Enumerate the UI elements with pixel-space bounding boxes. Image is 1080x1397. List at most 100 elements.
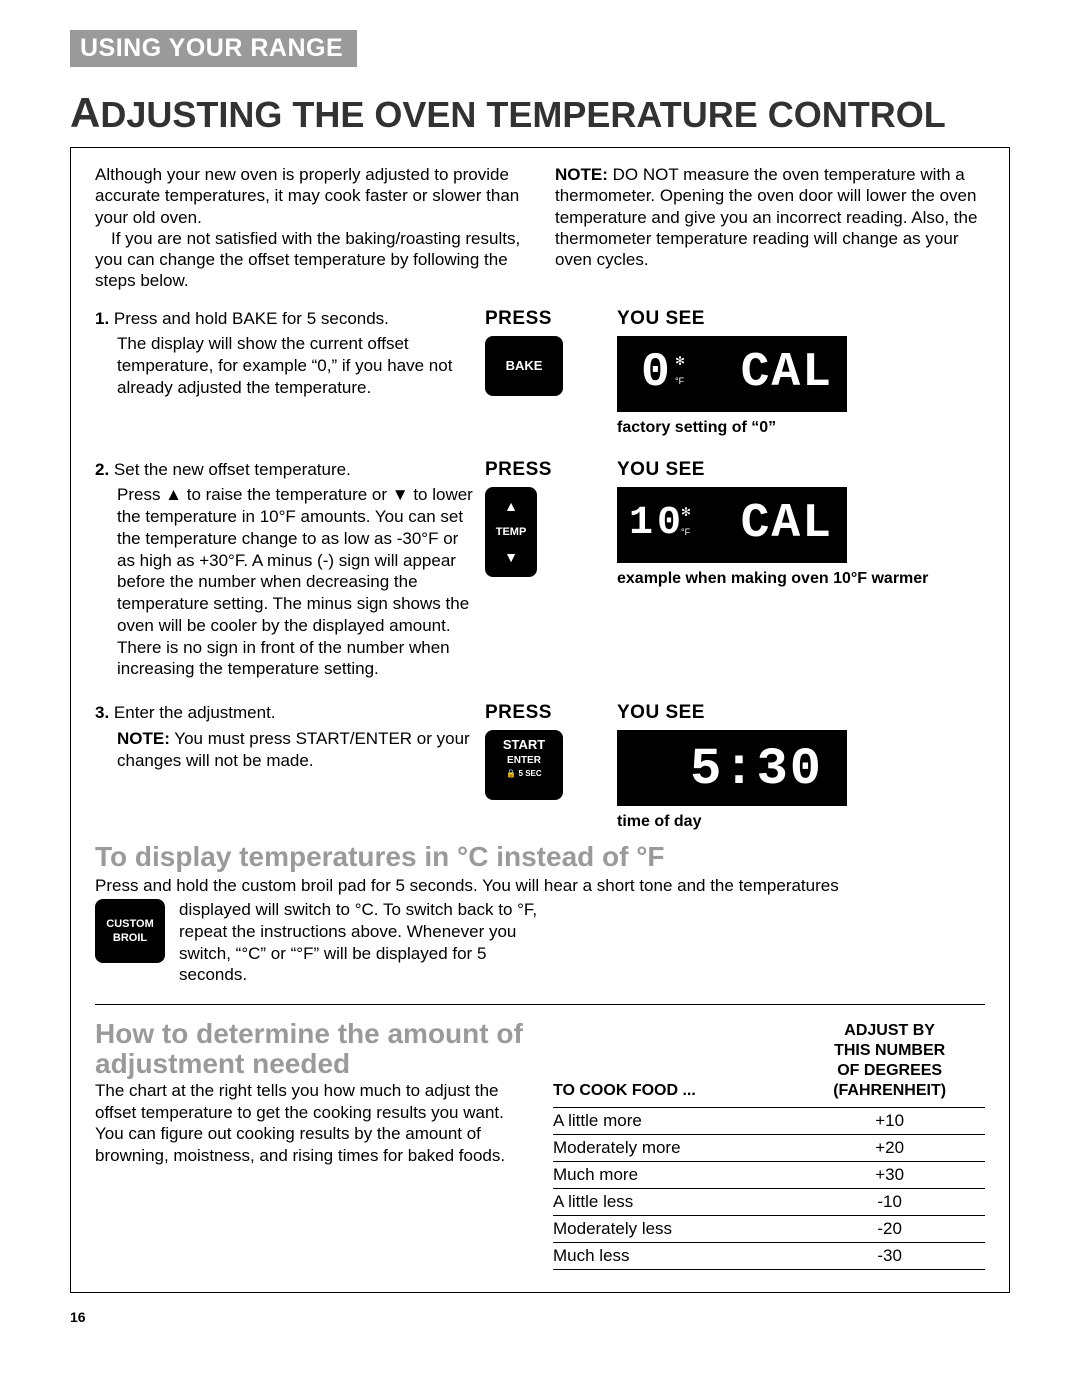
step-3-yousee: YOU SEE 5:30 time of day xyxy=(617,702,985,831)
title-rest: DJUSTING THE OVEN TEMPERATURE CONTROL xyxy=(100,94,945,135)
step-2-num: 2. xyxy=(95,460,109,479)
celsius-heading: To display temperatures in °C instead of… xyxy=(95,841,985,873)
temp-button[interactable]: ▲ TEMP ▼ xyxy=(485,487,537,577)
start-enter-button[interactable]: START ENTER 🔒 5 SEC xyxy=(485,730,563,800)
step-3: 3. Enter the adjustment. NOTE: You must … xyxy=(95,702,985,831)
table-cell-food: Much more xyxy=(553,1162,794,1189)
table-cell-degrees: -20 xyxy=(794,1216,985,1243)
table-header-row: TO COOK FOOD ... ADJUST BY THIS NUMBER O… xyxy=(553,1019,985,1108)
intro-left: Although your new oven is properly adjus… xyxy=(95,164,525,292)
table-row: Moderately less-20 xyxy=(553,1216,985,1243)
display-2-caption: example when making oven 10°F warmer xyxy=(617,569,985,588)
separator xyxy=(95,1004,985,1005)
intro-right: NOTE: DO NOT measure the oven temperatur… xyxy=(555,164,985,292)
step-1-num: 1. xyxy=(95,309,109,328)
display-3: 5:30 xyxy=(617,730,847,806)
intro-left-p2: If you are not satisfied with the baking… xyxy=(95,228,525,292)
adjust-section: How to determine the amount of adjustmen… xyxy=(95,1019,985,1270)
th-adjust-by: ADJUST BY THIS NUMBER OF DEGREES (FAHREN… xyxy=(794,1019,985,1108)
table-body: A little more+10Moderately more+20Much m… xyxy=(553,1108,985,1270)
table-row: Moderately more+20 xyxy=(553,1135,985,1162)
press-label-3: PRESS xyxy=(485,702,605,724)
display-1-caption: factory setting of “0” xyxy=(617,418,985,437)
content-box: Although your new oven is properly adjus… xyxy=(70,147,1010,1293)
step-3-note-bold: NOTE: xyxy=(117,729,170,748)
yousee-label-3: YOU SEE xyxy=(617,702,985,724)
display-1-right: CAL xyxy=(741,346,833,400)
star-icon-2: ✻ xyxy=(681,505,691,519)
step-2-press: PRESS ▲ TEMP ▼ xyxy=(485,459,605,681)
intro-note-bold: NOTE: xyxy=(555,165,608,184)
table-cell-food: Moderately more xyxy=(553,1135,794,1162)
table-row: A little more+10 xyxy=(553,1108,985,1135)
start-sub: 🔒 5 SEC xyxy=(485,769,563,780)
press-label: PRESS xyxy=(485,308,605,330)
enter-label: ENTER xyxy=(485,754,563,768)
table-row: Much less-30 xyxy=(553,1243,985,1270)
adjust-left: How to determine the amount of adjustmen… xyxy=(95,1019,527,1270)
table-cell-degrees: +10 xyxy=(794,1108,985,1135)
step-2-yousee: YOU SEE 10 ✻ °F CAL example when making … xyxy=(617,459,985,681)
press-label-2: PRESS xyxy=(485,459,605,481)
display-2: 10 ✻ °F CAL xyxy=(617,487,847,563)
step-3-body: NOTE: You must press START/ENTER or your… xyxy=(95,728,473,772)
th-cook-food: TO COOK FOOD ... xyxy=(553,1019,794,1108)
table-row: A little less-10 xyxy=(553,1189,985,1216)
step-2: 2. Set the new offset temperature. Press… xyxy=(95,459,985,681)
intro-columns: Although your new oven is properly adjus… xyxy=(95,164,985,292)
bake-button[interactable]: BAKE xyxy=(485,336,563,396)
display-1-deg: °F xyxy=(675,376,684,386)
adjustment-table: TO COOK FOOD ... ADJUST BY THIS NUMBER O… xyxy=(553,1019,985,1270)
step-2-text: 2. Set the new offset temperature. Press… xyxy=(95,459,473,681)
display-2-right: CAL xyxy=(741,497,833,551)
step-2-title: Set the new offset temperature. xyxy=(114,460,351,479)
yousee-label: YOU SEE xyxy=(617,308,985,330)
temp-down-icon: ▼ xyxy=(504,550,518,564)
display-3-caption: time of day xyxy=(617,812,985,831)
display-2-left: 10 xyxy=(629,501,685,546)
custom-broil-button[interactable]: CUSTOM BROIL xyxy=(95,899,165,963)
step-2-body: Press ▲ to raise the temperature or ▼ to… xyxy=(95,484,473,680)
start-5sec: 5 SEC xyxy=(519,769,542,778)
temp-button-label: TEMP xyxy=(496,526,527,538)
table-cell-food: A little more xyxy=(553,1108,794,1135)
broil-label: BROIL xyxy=(113,931,147,945)
step-1-text: 1. Press and hold BAKE for 5 seconds. Th… xyxy=(95,308,473,437)
intro-note-text: DO NOT measure the oven temperature with… xyxy=(555,165,977,269)
step-3-press: PRESS START ENTER 🔒 5 SEC xyxy=(485,702,605,831)
table-cell-degrees: -10 xyxy=(794,1189,985,1216)
star-icon: ✻ xyxy=(675,354,685,368)
celsius-block: Press and hold the custom broil pad for … xyxy=(95,875,985,986)
step-3-num: 3. xyxy=(95,703,109,722)
page-title: ADJUSTING THE OVEN TEMPERATURE CONTROL xyxy=(70,89,1010,137)
step-1-title: Press and hold BAKE for 5 seconds. xyxy=(114,309,389,328)
start-label: START xyxy=(485,736,563,754)
intro-left-p1: Although your new oven is properly adjus… xyxy=(95,164,525,228)
table-cell-degrees: +30 xyxy=(794,1162,985,1189)
step-3-title: Enter the adjustment. xyxy=(114,703,276,722)
step-1-press: PRESS BAKE xyxy=(485,308,605,437)
manual-page: USING YOUR RANGE ADJUSTING THE OVEN TEMP… xyxy=(0,0,1080,1355)
celsius-line1: Press and hold the custom broil pad for … xyxy=(95,875,985,897)
celsius-line2: displayed will switch to °C. To switch b… xyxy=(179,899,549,986)
table-row: Much more+30 xyxy=(553,1162,985,1189)
adjust-right: TO COOK FOOD ... ADJUST BY THIS NUMBER O… xyxy=(553,1019,985,1270)
adjust-text: The chart at the right tells you how muc… xyxy=(95,1080,527,1167)
step-1-yousee: YOU SEE 0 ✻ °F CAL factory setting of “0… xyxy=(617,308,985,437)
table-cell-food: A little less xyxy=(553,1189,794,1216)
step-3-note-text: You must press START/ENTER or your chang… xyxy=(117,729,470,770)
title-initial: A xyxy=(70,89,100,136)
yousee-label-2: YOU SEE xyxy=(617,459,985,481)
step-1-body: The display will show the current offset… xyxy=(95,333,473,398)
custom-label: CUSTOM xyxy=(106,917,153,931)
table-cell-food: Moderately less xyxy=(553,1216,794,1243)
step-1: 1. Press and hold BAKE for 5 seconds. Th… xyxy=(95,308,985,437)
lock-icon: 🔒 xyxy=(506,769,516,778)
display-2-deg: °F xyxy=(681,527,690,537)
temp-up-icon: ▲ xyxy=(504,499,518,513)
table-cell-food: Much less xyxy=(553,1243,794,1270)
display-1: 0 ✻ °F CAL xyxy=(617,336,847,412)
table-cell-degrees: -30 xyxy=(794,1243,985,1270)
adjust-heading: How to determine the amount of adjustmen… xyxy=(95,1019,527,1078)
step-3-text: 3. Enter the adjustment. NOTE: You must … xyxy=(95,702,473,831)
